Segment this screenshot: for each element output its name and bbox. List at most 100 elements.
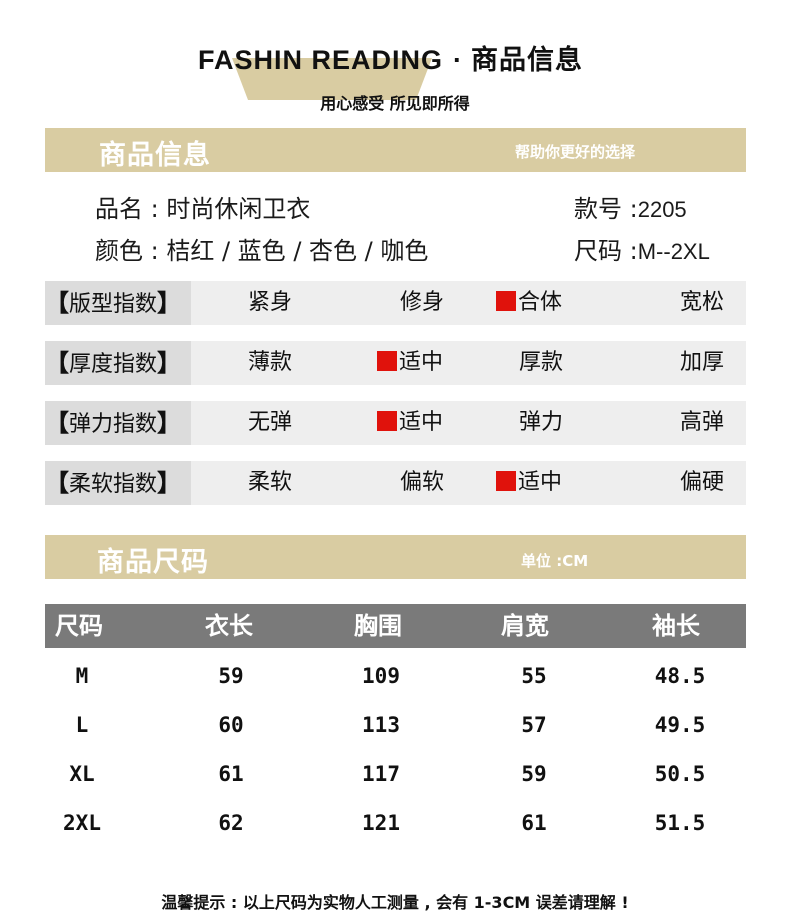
brand-heading: FASHIN READING · 商品信息	[198, 38, 583, 77]
index-option-label: 偏硬	[680, 470, 725, 495]
product-size-label: 尺码 :	[574, 237, 638, 265]
selected-marker-icon	[377, 351, 397, 371]
length-col-header: 衣长	[205, 612, 253, 640]
selected-marker-icon	[496, 291, 516, 311]
table-cell: 57	[521, 713, 547, 737]
index-label: 【柔软指数】	[45, 461, 191, 505]
table-cell: 2XL	[63, 811, 101, 835]
index-option-label: 紧身	[248, 290, 293, 315]
info-band-note: 帮助你更好的选择	[515, 143, 636, 161]
size-col-header: 尺码	[55, 612, 103, 640]
table-cell: XL	[69, 762, 95, 786]
index-option-label: 加厚	[680, 350, 725, 375]
index-option-label: 偏软	[400, 470, 445, 495]
product-style: 款号 :2205	[574, 189, 687, 224]
header-subtitle: 用心感受 所见即所得	[320, 94, 470, 113]
bracket-left: 【	[45, 289, 69, 317]
index-label: 【厚度指数】	[45, 341, 191, 385]
size-band-unit: 单位 :CM	[521, 552, 589, 570]
index-option-label: 高弹	[680, 410, 725, 435]
index-option-label: 适中	[399, 410, 444, 435]
index-label-text: 弹力指数	[69, 412, 158, 437]
product-sizes: 尺码 :M--2XL	[574, 231, 710, 266]
table-row: L 60 113 57 49.5	[0, 713, 790, 743]
brand-dot: ·	[453, 45, 464, 75]
index-label: 【弹力指数】	[45, 401, 191, 445]
size-band: 商品尺码 单位 :CM	[45, 535, 746, 579]
brand-name: FASHIN READING	[198, 45, 444, 75]
selected-marker-icon	[496, 471, 516, 491]
index-option: 合体	[496, 281, 562, 325]
table-cell: 121	[362, 811, 400, 835]
size-band-title: 商品尺码	[97, 547, 209, 578]
index-option: 修身	[400, 281, 444, 325]
index-option-label: 薄款	[248, 350, 293, 375]
index-option: 无弹	[248, 401, 292, 445]
index-option-label: 柔软	[248, 470, 293, 495]
product-size-value: M--2XL	[637, 239, 710, 264]
index-option: 高弹	[680, 401, 724, 445]
table-cell: 109	[362, 664, 400, 688]
product-name-label: 品名 :	[95, 195, 167, 223]
size-table-header: 尺码 衣长 胸围 肩宽 袖长	[45, 604, 746, 648]
index-option-label: 合体	[518, 290, 563, 315]
bracket-left: 【	[45, 349, 69, 377]
index-option: 偏软	[400, 461, 444, 505]
index-option-label: 无弹	[248, 410, 293, 435]
index-option-label: 宽松	[680, 290, 725, 315]
product-style-label: 款号 :	[574, 195, 638, 223]
index-option: 适中	[496, 461, 562, 505]
table-cell: 50.5	[654, 762, 706, 786]
product-name-value: 时尚休闲卫衣	[166, 195, 311, 223]
header-title: 商品信息	[471, 45, 584, 75]
index-option: 加厚	[680, 341, 724, 385]
info-band: 商品信息 帮助你更好的选择	[45, 128, 746, 172]
index-option-label: 适中	[518, 470, 563, 495]
index-option-label: 修身	[400, 290, 445, 315]
index-label-text: 版型指数	[69, 292, 158, 317]
table-cell: 59	[218, 664, 244, 688]
index-label: 【版型指数】	[45, 281, 191, 325]
footer-note: 温馨提示 : 以上尺码为实物人工测量 , 会有 1-3CM 误差请理解 !	[161, 893, 629, 912]
index-option: 适中	[377, 341, 443, 385]
index-label-text: 柔软指数	[69, 472, 158, 497]
index-option: 薄款	[248, 341, 292, 385]
product-name: 品名 : 时尚休闲卫衣	[95, 189, 310, 224]
index-option-label: 弹力	[519, 410, 564, 435]
table-cell: 61	[218, 762, 244, 786]
table-cell: 55	[521, 664, 547, 688]
table-cell: 113	[362, 713, 400, 737]
index-option: 柔软	[248, 461, 292, 505]
index-row-fit: 【版型指数】 紧身 修身 合体 宽松	[45, 281, 746, 325]
table-cell: 51.5	[654, 811, 706, 835]
table-cell: 62	[218, 811, 244, 835]
product-colors: 颜色 : 桔红 / 蓝色 / 杏色 / 咖色	[95, 231, 428, 266]
table-cell: L	[75, 713, 89, 737]
shoulder-col-header: 肩宽	[501, 612, 549, 640]
table-cell: 59	[521, 762, 547, 786]
header-decor-shape	[232, 58, 432, 100]
index-option-label: 厚款	[519, 350, 564, 375]
bracket-right: 】	[157, 409, 182, 437]
product-color-label: 颜色 :	[95, 237, 167, 265]
index-row-thickness: 【厚度指数】 薄款 适中 厚款 加厚	[45, 341, 746, 385]
index-option: 紧身	[248, 281, 292, 325]
index-row-softness: 【柔软指数】 柔软 偏软 适中 偏硬	[45, 461, 746, 505]
table-cell: 61	[521, 811, 547, 835]
table-cell: M	[75, 664, 89, 688]
chest-col-header: 胸围	[354, 612, 402, 640]
index-option: 弹力	[519, 401, 563, 445]
sleeve-col-header: 袖长	[652, 612, 700, 640]
index-option-label: 适中	[399, 350, 444, 375]
table-cell: 60	[218, 713, 244, 737]
product-color-value: 桔红 / 蓝色 / 杏色 / 咖色	[166, 237, 429, 265]
bracket-right: 】	[157, 289, 182, 317]
index-row-elasticity: 【弹力指数】 无弹 适中 弹力 高弹	[45, 401, 746, 445]
table-row: 2XL 62 121 61 51.5	[0, 811, 790, 841]
bracket-left: 【	[45, 409, 69, 437]
table-cell: 48.5	[654, 664, 706, 688]
product-style-value: 2205	[637, 197, 687, 222]
index-option: 适中	[377, 401, 443, 445]
bracket-right: 】	[157, 469, 182, 497]
index-label-text: 厚度指数	[69, 352, 158, 377]
